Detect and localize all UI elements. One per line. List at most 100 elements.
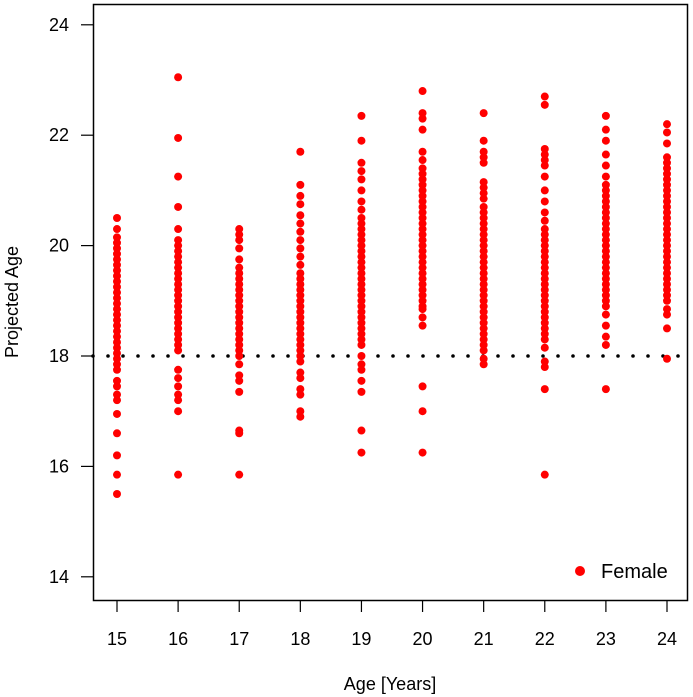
- data-point: [418, 305, 427, 314]
- data-point: [540, 335, 549, 344]
- data-point: [479, 313, 488, 322]
- data-point: [418, 269, 427, 278]
- data-point: [357, 324, 366, 333]
- data-point: [174, 329, 183, 338]
- data-point: [296, 285, 305, 294]
- data-point: [601, 310, 610, 319]
- data-point: [113, 271, 121, 280]
- data-point: [174, 225, 183, 234]
- data-point: [479, 291, 488, 300]
- data-point: [540, 258, 549, 267]
- data-point: [357, 158, 366, 167]
- data-point: [601, 247, 610, 256]
- data-point: [540, 161, 549, 170]
- data-point: [418, 219, 427, 228]
- data-point: [601, 214, 610, 222]
- data-point: [357, 313, 366, 322]
- data-point: [296, 219, 305, 228]
- data-point: [540, 318, 549, 327]
- data-point: [479, 183, 488, 192]
- data-point: [418, 263, 427, 272]
- data-point: [296, 318, 305, 327]
- data-point: [174, 202, 183, 211]
- x-tick-label: 20: [413, 629, 433, 649]
- data-point: [540, 252, 549, 261]
- data-point: [357, 197, 366, 206]
- x-tick-label: 23: [596, 629, 616, 649]
- data-point: [418, 321, 427, 330]
- data-point: [113, 255, 121, 264]
- data-point: [174, 324, 183, 333]
- data-point: [601, 285, 610, 294]
- data-point: [663, 269, 671, 278]
- reference-line-dot: [256, 354, 260, 358]
- data-point: [540, 172, 549, 181]
- data-point: [479, 329, 488, 338]
- reference-line-18: [91, 354, 680, 358]
- data-point: [296, 302, 305, 311]
- data-point: [663, 214, 671, 222]
- data-point: [601, 230, 610, 239]
- data-point: [540, 100, 549, 109]
- data-point: [357, 335, 366, 344]
- data-point: [601, 150, 610, 159]
- data-point: [296, 307, 305, 316]
- data-point: [113, 316, 121, 325]
- data-point: [357, 263, 366, 272]
- data-point: [418, 296, 427, 305]
- data-point: [418, 202, 427, 211]
- data-point: [357, 387, 366, 396]
- data-point: [418, 236, 427, 245]
- reference-line-dot: [376, 354, 380, 358]
- data-point: [113, 390, 121, 399]
- data-point: [601, 172, 610, 181]
- x-tick-label: 17: [229, 629, 249, 649]
- data-point: [601, 263, 610, 272]
- data-point: [235, 236, 244, 245]
- data-point: [663, 291, 671, 300]
- data-point: [235, 296, 244, 305]
- data-point: [601, 111, 610, 120]
- data-point: [663, 225, 671, 234]
- data-point: [479, 147, 488, 156]
- data-point: [601, 180, 610, 189]
- data-point: [540, 225, 549, 234]
- data-point: [357, 307, 366, 316]
- data-point: [357, 376, 366, 385]
- data-point: [113, 365, 121, 374]
- data-point: [479, 153, 488, 162]
- data-point: [357, 291, 366, 300]
- data-point: [479, 307, 488, 316]
- data-point: [479, 302, 488, 311]
- data-point: [113, 244, 121, 253]
- data-point: [174, 274, 183, 283]
- data-point: [663, 153, 671, 162]
- data-point: [601, 340, 610, 349]
- data-point: [663, 180, 671, 189]
- reference-line-dot: [676, 354, 680, 358]
- y-axis-title: Projected Age: [2, 246, 22, 358]
- data-point: [113, 490, 121, 498]
- data-point: [663, 310, 671, 319]
- data-point: [296, 252, 305, 261]
- data-point: [235, 307, 244, 316]
- y-tick-label: 24: [49, 15, 69, 35]
- x-tick-label: 16: [168, 629, 188, 649]
- data-point: [663, 296, 671, 305]
- data-point: [296, 269, 305, 278]
- x-tick-label: 15: [107, 629, 127, 649]
- data-point: [357, 236, 366, 245]
- data-point: [296, 274, 305, 283]
- data-point: [663, 175, 671, 184]
- data-point: [113, 349, 121, 358]
- data-point: [663, 186, 671, 195]
- data-point: [296, 368, 305, 377]
- data-point: [540, 285, 549, 294]
- data-point: [418, 285, 427, 294]
- data-point: [174, 247, 183, 256]
- data-point: [601, 241, 610, 250]
- data-point: [540, 357, 549, 366]
- reference-line-dot: [391, 354, 395, 358]
- data-point: [357, 448, 366, 457]
- data-point: [663, 164, 671, 173]
